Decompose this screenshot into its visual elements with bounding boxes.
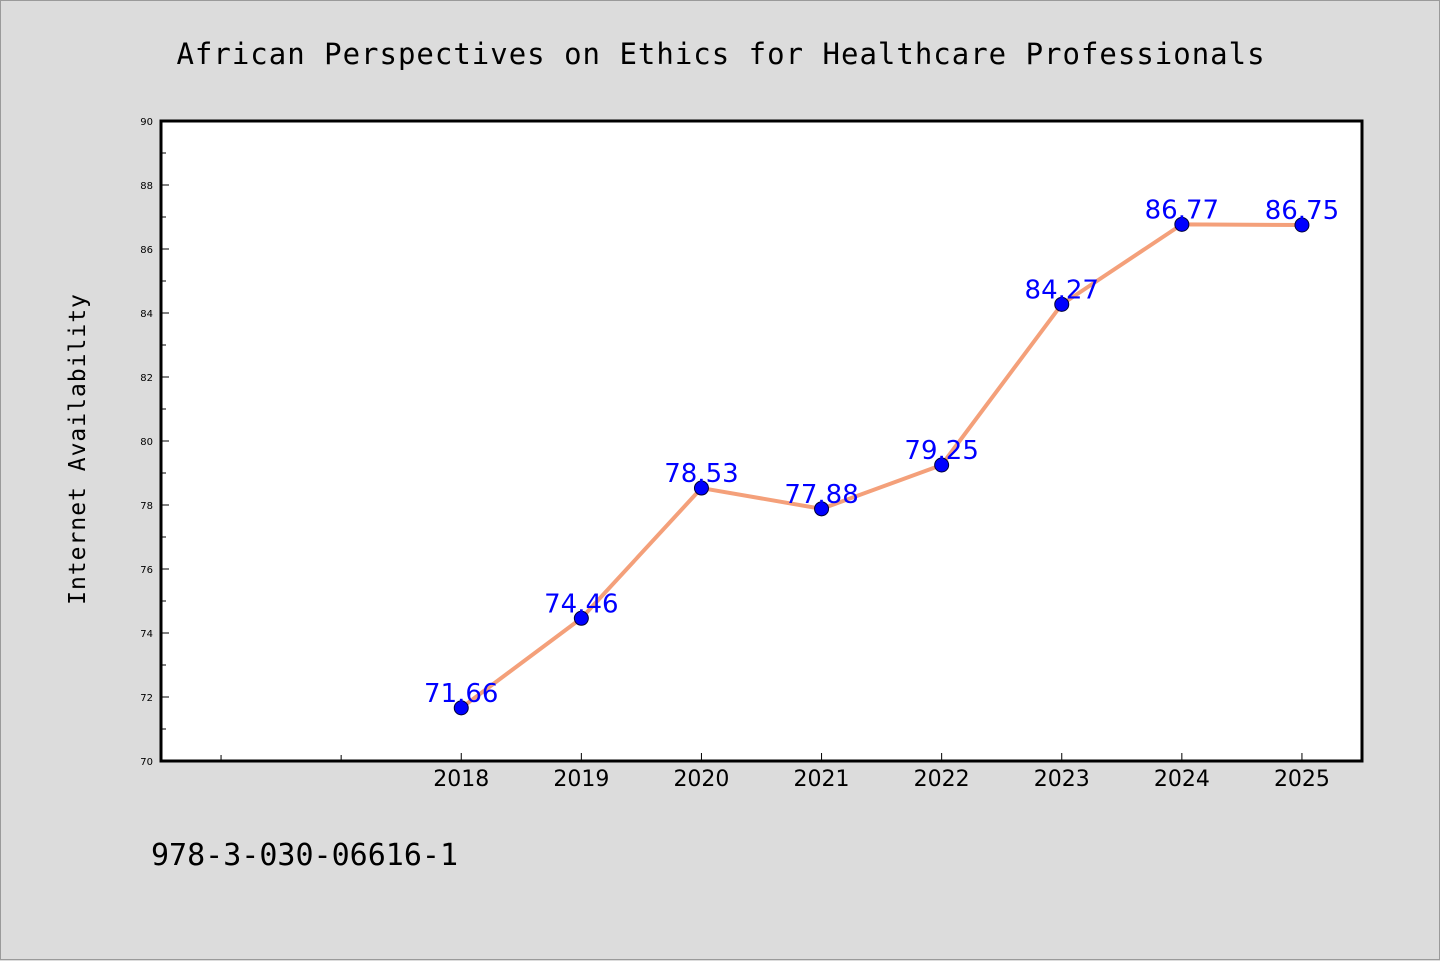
- data-label: 77.88: [784, 480, 858, 510]
- y-tick-label: 70: [140, 757, 153, 768]
- data-point: [573, 610, 589, 626]
- data-point: [453, 700, 469, 716]
- data-label: 79.25: [904, 436, 978, 466]
- x-tick-label: 2024: [1154, 767, 1210, 792]
- data-label: 78.53: [664, 459, 738, 489]
- y-tick-label: 78: [140, 501, 153, 512]
- x-tick-label: 2023: [1034, 767, 1090, 792]
- data-point: [1174, 216, 1190, 232]
- y-tick-label: 72: [140, 693, 153, 704]
- chart-title: African Perspectives on Ethics for Healt…: [176, 37, 1265, 71]
- x-axis: 2018 2019 2020 2021 2022 2023 2024 2025: [220, 753, 1330, 792]
- data-label: 84.27: [1025, 275, 1099, 305]
- x-tick-label: 2022: [914, 767, 970, 792]
- y-axis: 70 72 74 76 78 80 82 84 86 88 90: [140, 117, 169, 768]
- data-point: [1054, 296, 1070, 312]
- data-label: 74.46: [544, 589, 618, 619]
- data-point: [814, 501, 830, 517]
- x-tick-label: 2025: [1274, 767, 1330, 792]
- y-tick-label: 88: [140, 181, 153, 192]
- y-tick-label: 76: [140, 565, 153, 576]
- y-tick-label: 90: [140, 117, 153, 128]
- y-axis-label: Internet Availability: [65, 293, 91, 605]
- y-tick-label: 84: [140, 309, 153, 320]
- series-layer: 71.66 74.46 78.53 77.88 79.25 84.27 86.77 86.75: [424, 195, 1339, 716]
- isbn-text: 978-3-030-06616-1: [151, 838, 458, 873]
- y-tick-label: 82: [140, 373, 153, 384]
- data-point: [1294, 217, 1310, 233]
- series-line: [459, 222, 1304, 710]
- y-tick-label: 74: [140, 629, 153, 640]
- y-tick-label: 80: [140, 437, 153, 448]
- data-label: 71.66: [424, 679, 498, 709]
- x-tick-label: 2019: [553, 767, 609, 792]
- plot-area: [159, 119, 1364, 763]
- x-tick-label: 2021: [794, 767, 850, 792]
- data-point: [693, 480, 709, 496]
- x-tick-label: 2020: [673, 767, 729, 792]
- data-point: [934, 457, 950, 473]
- y-tick-label: 86: [140, 245, 153, 256]
- x-tick-label: 2018: [433, 767, 489, 792]
- data-label: 86.75: [1265, 196, 1339, 226]
- data-label: 86.77: [1145, 195, 1219, 225]
